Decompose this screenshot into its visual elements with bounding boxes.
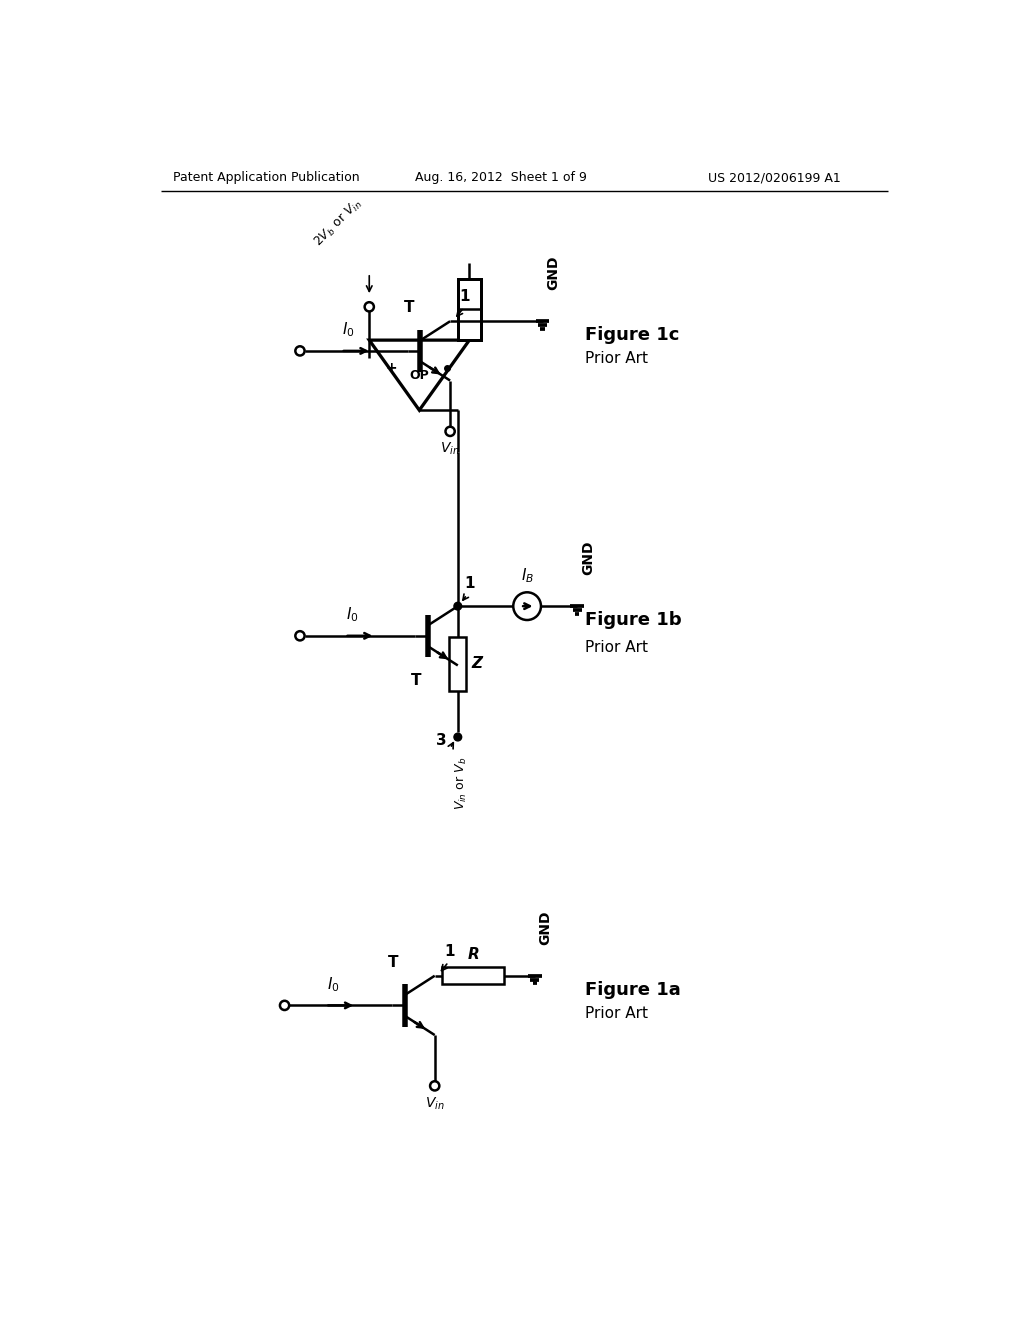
Text: Prior Art: Prior Art: [585, 351, 648, 366]
Text: $\it{V_{in}}$: $\it{V_{in}}$: [425, 1096, 444, 1111]
Text: $\it{I_0}$: $\it{I_0}$: [346, 606, 358, 624]
Text: T: T: [412, 673, 422, 688]
Text: Prior Art: Prior Art: [585, 1006, 648, 1020]
Text: T: T: [388, 954, 398, 970]
Bar: [458, 279, 481, 341]
Text: $\it{V_{in}}$ or $\it{V_b}$: $\it{V_{in}}$ or $\it{V_b}$: [454, 756, 469, 809]
Text: $\it{I_0}$: $\it{I_0}$: [327, 975, 339, 994]
Text: US 2012/0206199 A1: US 2012/0206199 A1: [708, 172, 841, 185]
Text: Patent Application Publication: Patent Application Publication: [173, 172, 359, 185]
Text: Aug. 16, 2012  Sheet 1 of 9: Aug. 16, 2012 Sheet 1 of 9: [416, 172, 588, 185]
Text: Figure 1c: Figure 1c: [585, 326, 679, 345]
Text: T: T: [403, 300, 414, 315]
Text: 1: 1: [444, 944, 455, 958]
Text: +: +: [386, 360, 397, 375]
Text: Z: Z: [472, 656, 482, 672]
Text: $\it{V_{in}}$: $\it{V_{in}}$: [440, 441, 460, 457]
Text: $\it{I_0}$: $\it{I_0}$: [342, 321, 354, 339]
Text: GND: GND: [547, 256, 560, 290]
Text: 3: 3: [435, 734, 446, 748]
Text: GND: GND: [581, 541, 595, 576]
Text: OP: OP: [410, 368, 429, 381]
Bar: [450, 638, 466, 690]
Text: $\it{2V_b}$ or $\it{V_{in}}$: $\it{2V_b}$ or $\it{V_{in}}$: [311, 195, 366, 249]
Text: $\it{I_B}$: $\it{I_B}$: [520, 566, 534, 585]
Text: 1: 1: [464, 576, 474, 591]
Circle shape: [454, 733, 462, 741]
Text: GND: GND: [539, 911, 553, 945]
Bar: [442, 968, 504, 985]
Circle shape: [454, 602, 462, 610]
Text: 1: 1: [460, 289, 470, 305]
Text: Figure 1a: Figure 1a: [585, 981, 681, 999]
Text: Prior Art: Prior Art: [585, 640, 648, 655]
Text: R: R: [467, 946, 479, 962]
Text: Figure 1b: Figure 1b: [585, 611, 682, 630]
